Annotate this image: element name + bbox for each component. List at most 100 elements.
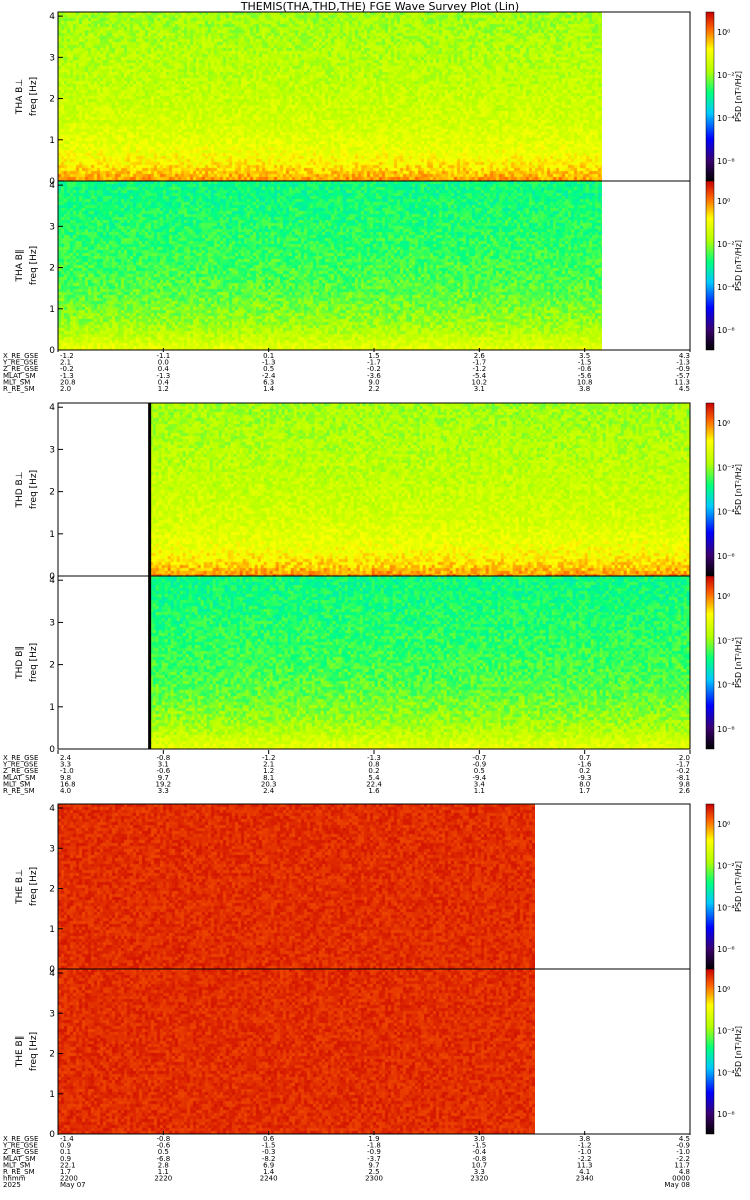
ephemeris-value: 9.0 [368,378,379,386]
y-tick-label: 3 [49,53,55,63]
figure-title: THEMIS(THA,THD,THE) FGE Wave Survey Plot… [240,0,519,13]
y-tick-label: 1 [49,925,55,935]
ephemeris-value: -0.6 [578,365,592,373]
ephemeris-value: 0.8 [368,761,379,769]
ephemeris-value: 22.1 [60,1161,76,1169]
y-tick-label: 1 [49,1090,55,1100]
y-tick-label: 3 [49,844,55,854]
ephemeris-value: -0.9 [676,1142,690,1150]
ephemeris-value: -1.7 [367,359,381,367]
y-tick-label: 3 [49,1009,55,1019]
ephemeris-value: 2.6 [474,352,486,360]
ephemeris-value: 10.2 [472,378,488,386]
ephemeris-value: -1.3 [367,754,381,762]
ephemeris-value: -0.4 [472,1148,486,1156]
ephemeris-value: -0.9 [367,1148,381,1156]
y-tick-label: 4 [49,576,55,586]
y-tick-label: 4 [49,403,55,413]
y-tick-label: 4 [49,804,55,814]
ephemeris-value: -1.2 [60,352,74,360]
colorbar-tick-label: 10⁻² [717,1027,735,1036]
y-tick-label: 0 [49,965,55,975]
ephemeris-value: 2300 [365,1175,383,1183]
ephemeris-value: 2320 [470,1175,488,1183]
colorbar [705,803,715,970]
colorbar-tick-label: 10⁻⁴ [717,114,735,123]
ephemeris-row-label: R_RE_SM [3,787,35,795]
colorbar-tick-label: 10⁻² [717,463,735,472]
ephemeris-value: 0.7 [579,754,590,762]
ephemeris-value: 3.0 [474,1135,485,1143]
ephemeris-value: -0.9 [676,365,690,373]
spectrogram-image [58,12,602,181]
ephemeris-row-label: MLAT_SM [3,1155,36,1163]
y-tick-label: 1 [49,305,55,315]
y-tick-label: 4 [49,181,55,191]
y-axis-label: freq [Hz] [29,643,39,682]
ephemeris-value: 0.0 [158,359,169,367]
ephemeris-value: 2.6 [679,787,691,795]
ephemeris-value: 8.0 [579,780,590,788]
ephemeris-row-label: Z_RE_GSE [3,1148,38,1156]
ephemeris-value: 9.8 [60,774,71,782]
y-tick-label: 3 [49,222,55,232]
y-axis-label: freq [Hz] [29,77,39,116]
y-tick-label: 0 [49,177,55,187]
ephemeris-value: 9.7 [368,1161,379,1169]
colorbar [705,968,715,1135]
ephemeris-value: -2.2 [578,1155,592,1163]
ephemeris-value: 3.4 [474,780,486,788]
ephemeris-value: 0.4 [158,378,170,386]
y-tick-label: 3 [49,445,55,455]
ephemeris-row-label: MLT_SM [3,378,30,386]
ephemeris-value: -1.2 [262,754,276,762]
spectrogram-panel: 0 1 2 3 4 THD B⊥ freq [Hz] 10⁰ 10⁻² 10⁻⁴ 10⁻⁶ PSD [… [15,402,743,582]
ephemeris-row-label: MLT_SM [3,1161,30,1169]
ephemeris-value: -1.7 [676,761,690,769]
ephemeris-value: 2.4 [60,754,72,762]
probe-group-tha: 0 1 2 3 4 THA B⊥ freq [Hz] 10⁰ 10⁻² 10⁻⁴ 10⁻⁶ PSD [… [2,11,743,393]
colorbar-tick-label: 10⁻⁴ [717,903,735,912]
panel-label: THA B∥ [15,250,25,283]
ephemeris-value: 1.7 [60,1168,71,1176]
ephemeris-value: 2220 [154,1175,172,1183]
ephemeris-value: -1.7 [472,359,486,367]
colorbar-tick-label: 10⁻⁶ [717,326,735,335]
y-tick-label: 2 [49,885,55,895]
ephemeris-value: 1.4 [263,385,275,393]
colorbar [705,11,715,182]
spectrogram-panel: 0 1 2 3 4 THA B⊥ freq [Hz] 10⁰ 10⁻² 10⁻⁴ 10⁻⁶ PSD [… [15,11,743,187]
ephemeris-table: X_RE_GSEY_RE_GSEZ_RE_GSEMLAT_SMMLT_SMR_R… [2,750,691,795]
y-tick-label: 2 [49,488,55,498]
ephemeris-value: 0.4 [158,365,170,373]
ephemeris-value: -1.3 [676,359,690,367]
ephemeris-value: 3.1 [474,385,485,393]
ephemeris-value: 3.3 [474,1168,485,1176]
colorbar-tick-label: 10⁻² [717,71,735,80]
ephemeris-value: -1.5 [262,1142,276,1150]
ephemeris-value: -3.7 [367,1155,381,1163]
y-axis-label: freq [Hz] [29,867,39,906]
ephemeris-value: -0.8 [472,1155,486,1163]
spectrogram-panel: 0 1 2 3 4 THA B∥ freq [Hz] 10⁰ 10⁻² 10⁻⁴ 10⁻⁶ PSD [… [15,180,743,356]
spectrogram-image [149,403,690,576]
colorbar-tick-label: 10⁻⁶ [717,157,735,166]
ephemeris-row-label: X_RE_GSE [3,352,38,360]
colorbar-tick-label: 10⁻² [717,636,735,645]
ephemeris-value: 11.3 [577,1161,593,1169]
ephemeris-value: 4.3 [679,352,690,360]
ephemeris-row-label: X_RE_GSE [3,1135,38,1143]
ephemeris-row-label: MLAT_SM [3,372,36,380]
ephemeris-value: -1.6 [578,761,592,769]
probe-group-thd: 0 1 2 3 4 THD B⊥ freq [Hz] 10⁰ 10⁻² 10⁻⁴ 10⁻⁶ PSD [… [2,402,743,795]
ephemeris-row-label: R_RE_SM [3,1168,35,1176]
ephemeris-value: -1.2 [472,365,486,373]
ephemeris-value: 1.7 [579,787,590,795]
colorbar [705,402,715,577]
ephemeris-value: 0.1 [60,1148,71,1156]
ephemeris-value: 2.8 [158,1161,169,1169]
ephemeris-value: 11.7 [674,1161,690,1169]
ephemeris-value: 4.1 [579,1168,590,1176]
colorbar-tick-label: 10⁻² [717,240,735,249]
